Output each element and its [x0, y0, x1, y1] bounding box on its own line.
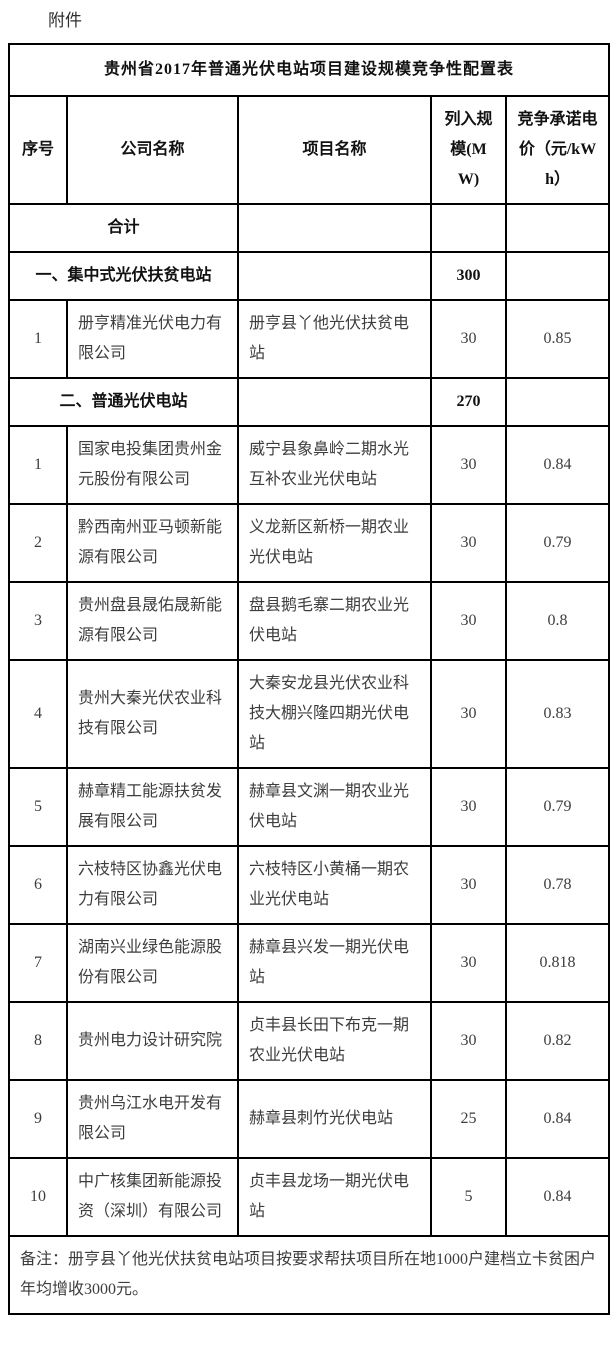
- cell-project: 六枝特区小黄桶一期农业光伏电站: [237, 845, 432, 925]
- cell-capacity: 30: [430, 425, 507, 505]
- cell-price: 0.84: [504, 1157, 611, 1237]
- title-row: 贵州省2017年普通光伏电站项目建设规模竞争性配置表: [7, 43, 611, 97]
- allocation-table: 贵州省2017年普通光伏电站项目建设规模竞争性配置表 序号 公司名称 项目名称 …: [7, 43, 611, 1315]
- cell-company: 六枝特区协鑫光伏电力有限公司: [66, 845, 239, 925]
- cell-project: 册亨县丫他光伏扶贫电站: [237, 299, 432, 379]
- cell-capacity: 30: [430, 503, 507, 583]
- cell-project: 赫章县兴发一期光伏电站: [237, 923, 432, 1003]
- table-body: 贵州省2017年普通光伏电站项目建设规模竞争性配置表 序号 公司名称 项目名称 …: [7, 43, 611, 1237]
- summary-row: 合计: [8, 203, 611, 253]
- table-row: 2 黔西南州亚马顿新能源有限公司 义龙新区新桥一期农业光伏电站 30 0.79: [8, 503, 611, 583]
- cell-capacity: 30: [430, 659, 507, 769]
- table-note: 备注：册亨县丫他光伏扶贫电站项目按要求帮扶项目所在地1000户建档立卡贫困户年均…: [7, 1235, 611, 1315]
- cell-price: 0.79: [504, 503, 611, 583]
- section-row: 二、普通光伏电站 270: [8, 377, 611, 427]
- cell-price: 0.84: [504, 1079, 611, 1159]
- col-header-project: 项目名称: [237, 95, 432, 205]
- section-price-empty: [504, 377, 611, 427]
- table-row: 10 中广核集团新能源投资（深圳）有限公司 贞丰县龙场一期光伏电站 5 0.84: [8, 1157, 611, 1237]
- cell-serial: 8: [8, 1001, 68, 1081]
- cell-price: 0.79: [504, 767, 611, 847]
- note-row: 备注：册亨县丫他光伏扶贫电站项目按要求帮扶项目所在地1000户建档立卡贫困户年均…: [7, 1235, 611, 1315]
- table-row: 5 赫章精工能源扶贫发展有限公司 赫章县文渊一期农业光伏电站 30 0.79: [8, 767, 611, 847]
- cell-serial: 1: [8, 425, 68, 505]
- section-price-empty: [504, 251, 611, 301]
- section-heading: 一、集中式光伏扶贫电站: [8, 251, 239, 301]
- table-row: 8 贵州电力设计研究院 贞丰县长田下布克一期农业光伏电站 30 0.82: [8, 1001, 611, 1081]
- cell-company: 贵州电力设计研究院: [66, 1001, 239, 1081]
- table-row: 1 国家电投集团贵州金元股份有限公司 威宁县象鼻岭二期水光互补农业光伏电站 30…: [8, 425, 611, 505]
- cell-company: 国家电投集团贵州金元股份有限公司: [66, 425, 239, 505]
- cell-company: 中广核集团新能源投资（深圳）有限公司: [66, 1157, 239, 1237]
- cell-company: 黔西南州亚马顿新能源有限公司: [66, 503, 239, 583]
- cell-capacity: 30: [430, 581, 507, 661]
- table-row: 1 册亨精准光伏电力有限公司 册亨县丫他光伏扶贫电站 30 0.85: [8, 299, 611, 379]
- section-project-empty: [237, 377, 432, 427]
- cell-serial: 7: [8, 923, 68, 1003]
- summary-label: 合计: [8, 203, 239, 253]
- col-header-price: 竞争承诺电价（元/kWh）: [504, 95, 611, 205]
- cell-project: 义龙新区新桥一期农业光伏电站: [237, 503, 432, 583]
- table-row: 4 贵州大秦光伏农业科技有限公司 大秦安龙县光伏农业科技大棚兴隆四期光伏电站 3…: [8, 659, 611, 769]
- cell-price: 0.78: [504, 845, 611, 925]
- summary-capacity-empty: [430, 203, 507, 253]
- section-capacity: 300: [430, 251, 507, 301]
- cell-price: 0.8: [504, 581, 611, 661]
- cell-capacity: 30: [430, 845, 507, 925]
- cell-company: 赫章精工能源扶贫发展有限公司: [66, 767, 239, 847]
- section-row: 一、集中式光伏扶贫电站 300: [8, 251, 611, 301]
- cell-capacity: 25: [430, 1079, 507, 1159]
- cell-price: 0.82: [504, 1001, 611, 1081]
- cell-price: 0.83: [504, 659, 611, 769]
- cell-serial: 10: [8, 1157, 68, 1237]
- cell-capacity: 30: [430, 923, 507, 1003]
- summary-project-empty: [237, 203, 432, 253]
- col-header-capacity: 列入规模(MW): [430, 95, 507, 205]
- section-capacity: 270: [430, 377, 507, 427]
- cell-company: 贵州大秦光伏农业科技有限公司: [66, 659, 239, 769]
- table-title: 贵州省2017年普通光伏电站项目建设规模竞争性配置表: [7, 43, 611, 97]
- cell-project: 大秦安龙县光伏农业科技大棚兴隆四期光伏电站: [237, 659, 432, 769]
- table-row: 7 湖南兴业绿色能源股份有限公司 赫章县兴发一期光伏电站 30 0.818: [8, 923, 611, 1003]
- table-row: 9 贵州乌江水电开发有限公司 赫章县刺竹光伏电站 25 0.84: [8, 1079, 611, 1159]
- section-project-empty: [237, 251, 432, 301]
- cell-serial: 2: [8, 503, 68, 583]
- cell-price: 0.818: [504, 923, 611, 1003]
- cell-project: 赫章县文渊一期农业光伏电站: [237, 767, 432, 847]
- attachment-label: 附件: [48, 11, 82, 30]
- col-header-serial: 序号: [8, 95, 68, 205]
- cell-serial: 1: [8, 299, 68, 379]
- section-heading: 二、普通光伏电站: [8, 377, 239, 427]
- cell-company: 册亨精准光伏电力有限公司: [66, 299, 239, 379]
- cell-project: 贞丰县长田下布克一期农业光伏电站: [237, 1001, 432, 1081]
- cell-project: 盘县鹅毛寨二期农业光伏电站: [237, 581, 432, 661]
- cell-project: 赫章县刺竹光伏电站: [237, 1079, 432, 1159]
- cell-capacity: 30: [430, 299, 507, 379]
- cell-project: 威宁县象鼻岭二期水光互补农业光伏电站: [237, 425, 432, 505]
- cell-serial: 4: [8, 659, 68, 769]
- cell-company: 贵州盘县晟佑晟新能源有限公司: [66, 581, 239, 661]
- col-header-company: 公司名称: [66, 95, 239, 205]
- cell-company: 贵州乌江水电开发有限公司: [66, 1079, 239, 1159]
- header-row: 序号 公司名称 项目名称 列入规模(MW) 竞争承诺电价（元/kWh）: [8, 95, 611, 205]
- cell-capacity: 5: [430, 1157, 507, 1237]
- cell-serial: 6: [8, 845, 68, 925]
- cell-serial: 3: [8, 581, 68, 661]
- cell-price: 0.85: [504, 299, 611, 379]
- cell-serial: 5: [8, 767, 68, 847]
- cell-price: 0.84: [504, 425, 611, 505]
- cell-capacity: 30: [430, 1001, 507, 1081]
- cell-serial: 9: [8, 1079, 68, 1159]
- table-row: 3 贵州盘县晟佑晟新能源有限公司 盘县鹅毛寨二期农业光伏电站 30 0.8: [8, 581, 611, 661]
- table-row: 6 六枝特区协鑫光伏电力有限公司 六枝特区小黄桶一期农业光伏电站 30 0.78: [8, 845, 611, 925]
- cell-company: 湖南兴业绿色能源股份有限公司: [66, 923, 239, 1003]
- summary-price-empty: [504, 203, 611, 253]
- cell-project: 贞丰县龙场一期光伏电站: [237, 1157, 432, 1237]
- cell-capacity: 30: [430, 767, 507, 847]
